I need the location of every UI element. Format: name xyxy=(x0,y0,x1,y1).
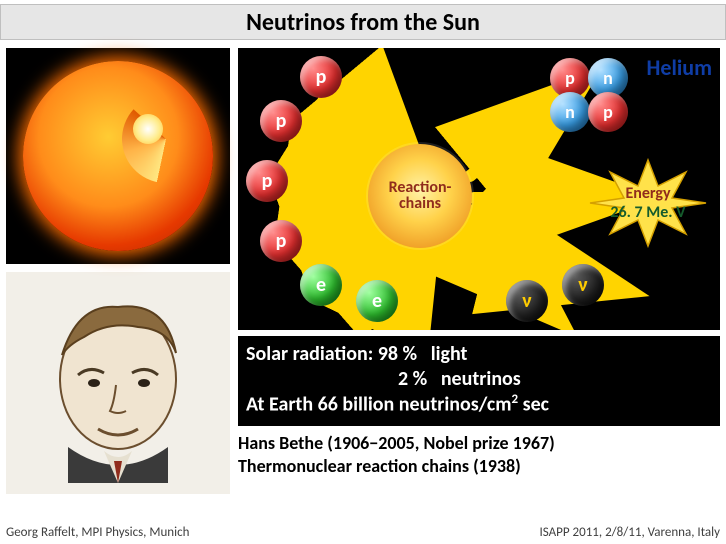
bethe-caption: Hans Bethe (1906−2005, Nobel prize 1967)… xyxy=(238,432,720,477)
left-column xyxy=(6,48,230,494)
proton-particle: p xyxy=(260,220,302,262)
energy-starburst: Energy 26. 7 Me. V xyxy=(588,158,708,248)
sun-sphere xyxy=(23,61,213,251)
neutrino-particle: ν xyxy=(562,264,604,306)
particle-label: ν xyxy=(578,273,587,297)
slide-title: Neutrinos from the Sun xyxy=(246,8,480,37)
particle-label: n xyxy=(565,101,575,123)
text-frag: Solar radiation: 98 % xyxy=(246,342,417,366)
text-frag: neutrinos xyxy=(441,367,521,391)
proton-particle: p xyxy=(246,160,288,202)
sun-cutaway-image xyxy=(6,48,230,264)
text-line-3: At Earth 66 billion neutrinos/cm2 sec xyxy=(246,392,712,418)
caption-line-2: Thermonuclear reaction chains (1938) xyxy=(238,455,720,478)
particle-label: e xyxy=(316,273,326,297)
particle-label: p xyxy=(603,101,613,123)
particle-label: ν xyxy=(522,289,531,313)
reaction-diagram: p p p p e e Reaction- chains p n n p Hel… xyxy=(238,48,720,330)
particle-label: p xyxy=(316,65,327,89)
particle-label: p xyxy=(276,229,287,253)
particle-label: p xyxy=(262,169,273,193)
hans-bethe-portrait xyxy=(6,272,230,494)
particle-label: e xyxy=(372,289,382,313)
text-line-1: Solar radiation: 98 % light xyxy=(246,342,712,367)
text-frag: 2 % xyxy=(398,367,427,391)
footer-left: Georg Raffelt, MPI Physics, Munich xyxy=(6,525,189,540)
text-frag: sec xyxy=(518,393,549,417)
proton-particle: p xyxy=(300,56,342,98)
helium-label: Helium xyxy=(647,54,712,81)
particle-label: p xyxy=(276,109,287,133)
energy-label: Energy xyxy=(625,184,670,203)
electron-particle: e xyxy=(356,280,398,322)
particle-label: n xyxy=(603,67,613,89)
electron-particle: e xyxy=(300,264,342,306)
portrait-sketch xyxy=(18,283,218,483)
caption-line-1: Hans Bethe (1906−2005, Nobel prize 1967) xyxy=(238,432,720,455)
text-frag: light xyxy=(431,342,468,366)
slide-root: Neutrinos from the Sun xyxy=(0,0,726,544)
text-line-2: 2 % neutrinos xyxy=(246,367,712,392)
nucleon-proton: p xyxy=(588,92,628,132)
neutrino-particle: ν xyxy=(506,280,548,322)
particle-label: p xyxy=(565,67,575,89)
title-bar: Neutrinos from the Sun xyxy=(0,4,726,40)
energy-value: 26. 7 Me. V xyxy=(610,203,685,222)
proton-particle: p xyxy=(260,100,302,142)
reaction-label-line2: chains xyxy=(399,196,441,212)
solar-radiation-text: Solar radiation: 98 % light 2 % neutrino… xyxy=(238,336,720,426)
nucleon-neutron: n xyxy=(550,92,590,132)
reaction-center: Reaction- chains xyxy=(368,144,472,248)
helium-nucleus: p n n p xyxy=(550,58,634,130)
sun-cutaway-wedge xyxy=(116,89,215,188)
text-frag: At Earth 66 billion neutrinos/cm xyxy=(246,393,512,417)
footer-right: ISAPP 2011, 2/8/11, Varenna, Italy xyxy=(539,525,720,540)
